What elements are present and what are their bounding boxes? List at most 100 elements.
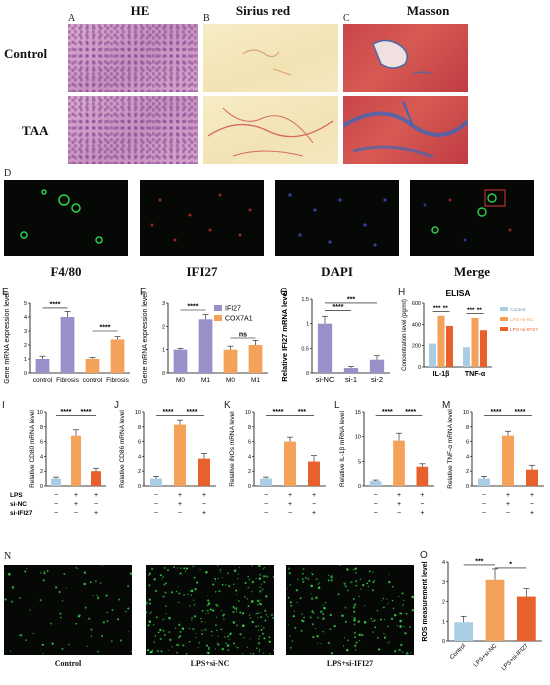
treatment-row-label: LPS xyxy=(10,492,23,499)
chart-f-bar xyxy=(173,349,188,373)
chart-k-treatment-sign: − xyxy=(288,510,292,517)
chart-m-ytick-label: 4 xyxy=(466,454,469,460)
chart-f-ylabel: Gene mRNA expression level xyxy=(142,292,149,384)
ros-siifi27-image xyxy=(286,565,414,655)
chart-j-bar xyxy=(150,478,162,486)
chart-i-treatment-sign: − xyxy=(54,492,58,499)
row-label-taa: TAA xyxy=(22,123,49,138)
ifi27-image xyxy=(140,180,264,256)
label-ifi27: IFI27 xyxy=(186,264,218,279)
chart-f-xtick-label: M0 xyxy=(176,377,185,384)
chart-j-ylabel: Relative CD86 mRNA level xyxy=(119,410,126,488)
ros-caption-sinc: LPS+si-NC xyxy=(190,659,230,668)
chart-j-ytick-label: 4 xyxy=(138,454,141,460)
chart-k-ytick-label: 10 xyxy=(245,410,251,416)
chart-g-bar xyxy=(343,368,359,373)
chart-m-bar xyxy=(478,478,490,486)
chart-g-letter: G xyxy=(280,287,288,298)
chart-l-sig-label: **** xyxy=(405,409,416,416)
chart-i-sig-label: **** xyxy=(61,409,72,416)
chart-f-letter: F xyxy=(140,287,146,298)
chart-j-ytick-label: 6 xyxy=(138,440,141,446)
ros-control-image xyxy=(4,565,132,655)
col-header-masson: Masson xyxy=(406,3,450,18)
chart-l-ytick-label: 15 xyxy=(355,410,361,416)
chart-o-xtick-label: LPS+si-IFI27 xyxy=(501,643,530,672)
chart-i-sig-label: **** xyxy=(81,409,92,416)
chart-m-letter: M xyxy=(442,400,450,411)
chart-g-ytick-label: 1 xyxy=(306,322,309,328)
chart-e-bar xyxy=(110,339,125,373)
chart-h-ylabel: Concentration level (pg/ml) xyxy=(402,299,408,371)
chart-h: H ELISA Concentration level (pg/ml) 0 200 400… xyxy=(398,287,538,378)
chart-j-bar xyxy=(198,458,210,486)
chart-e-letter: E xyxy=(2,287,9,298)
chart-k-treatment-sign: − xyxy=(264,501,268,508)
chart-l-treatment-sign: − xyxy=(397,510,401,517)
chart-e-ytick-label: 2 xyxy=(24,343,27,349)
chart-e-bar xyxy=(35,359,50,373)
chart-e-ytick-label: 4 xyxy=(24,315,27,321)
chart-m-bar xyxy=(502,435,514,486)
chart-i-bar xyxy=(91,471,101,486)
chart-i-ytick-label: 4 xyxy=(40,454,43,460)
chart-i-ytick-label: 6 xyxy=(40,440,43,446)
chart-h-sig-label: *** xyxy=(467,307,475,314)
chart-l-ylabel: Relative IL-1β mRNA level xyxy=(339,410,346,487)
chart-k-treatment-sign: + xyxy=(288,492,292,499)
chart-h-title: ELISA xyxy=(445,288,470,298)
chart-j-treatment-sign: − xyxy=(202,501,206,508)
chart-o-letter: O xyxy=(420,550,428,561)
chart-j-sig-label: **** xyxy=(187,409,198,416)
chart-l-treatment-sign: + xyxy=(397,492,401,499)
panel-letter-n: N xyxy=(4,551,12,562)
chart-j-treatment-sign: − xyxy=(154,501,158,508)
chart-f-legend-label: IFI27 xyxy=(225,306,241,313)
chart-h-bar xyxy=(446,325,453,367)
chart-i-letter: I xyxy=(2,400,5,411)
chart-l-ytick-label: 5 xyxy=(358,459,361,465)
chart-l-treatment-sign: − xyxy=(374,501,378,508)
chart-m-treatment-sign: − xyxy=(506,510,510,517)
masson-control-image xyxy=(343,24,468,92)
chart-f-legend-swatch xyxy=(214,305,222,311)
dapi-image xyxy=(275,180,399,256)
chart-e-ytick-label: 1 xyxy=(24,357,27,363)
chart-h-ytick-label: 600 xyxy=(412,301,421,307)
chart-o-ytick-label: 2 xyxy=(442,600,445,606)
treatment-row-label: si-IFI27 xyxy=(10,510,33,517)
chart-i-treatment-sign: + xyxy=(94,492,98,499)
chart-i-ytick-label: 2 xyxy=(40,469,43,475)
chart-k-sig-label: **** xyxy=(273,409,284,416)
chart-o-xtick-label: Control xyxy=(449,643,467,661)
chart-e-ylabel: Gene mRNA expression level xyxy=(4,292,11,384)
chart-h-ytick-label: 0 xyxy=(418,365,421,371)
chart-e-xtick-label: control xyxy=(33,377,53,384)
chart-j-treatment-sign: − xyxy=(154,510,158,517)
chart-k-ytick-label: 8 xyxy=(248,425,251,431)
chart-o-sig-label: *** xyxy=(475,558,483,565)
chart-l-treatment-sign: + xyxy=(420,510,424,517)
masson-taa-image xyxy=(343,96,468,164)
chart-f-bar xyxy=(223,349,238,373)
chart-h-legend-label: LPS+si-IFI27 xyxy=(510,327,538,333)
chart-h-ytick-label: 200 xyxy=(412,344,421,350)
chart-k-bar xyxy=(260,478,272,486)
chart-o-ytick-label: 3 xyxy=(442,580,445,586)
chart-h-legend-swatch xyxy=(500,327,508,331)
chart-g-xtick-label: si-NC xyxy=(316,375,335,384)
chart-e-xtick-label: Fibrosis xyxy=(56,377,80,384)
chart-l-ytick-label: 0 xyxy=(358,484,361,490)
chart-f-ytick-label: 0 xyxy=(162,371,165,377)
chart-l-treatment-sign: − xyxy=(420,501,424,508)
label-f480: F4/80 xyxy=(50,264,82,279)
chart-g-bar xyxy=(369,359,385,373)
chart-e-bar xyxy=(85,359,100,373)
chart-j-ytick-label: 2 xyxy=(138,469,141,475)
chart-i-treatment-sign: − xyxy=(54,510,58,517)
